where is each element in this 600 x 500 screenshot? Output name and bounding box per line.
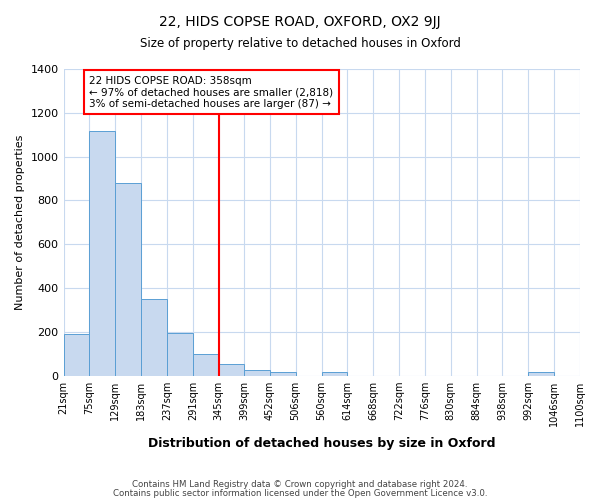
Text: Contains HM Land Registry data © Crown copyright and database right 2024.: Contains HM Land Registry data © Crown c…	[132, 480, 468, 489]
Text: Size of property relative to detached houses in Oxford: Size of property relative to detached ho…	[140, 38, 460, 51]
Text: 22 HIDS COPSE ROAD: 358sqm
← 97% of detached houses are smaller (2,818)
3% of se: 22 HIDS COPSE ROAD: 358sqm ← 97% of deta…	[89, 76, 334, 109]
Bar	[529, 372, 554, 376]
Text: 22, HIDS COPSE ROAD, OXFORD, OX2 9JJ: 22, HIDS COPSE ROAD, OXFORD, OX2 9JJ	[159, 15, 441, 29]
Bar	[89, 132, 115, 376]
Bar	[218, 364, 244, 376]
Y-axis label: Number of detached properties: Number of detached properties	[15, 134, 25, 310]
Bar	[193, 354, 218, 376]
Bar	[270, 372, 296, 376]
Bar	[64, 334, 89, 376]
Text: Contains public sector information licensed under the Open Government Licence v3: Contains public sector information licen…	[113, 488, 487, 498]
Bar	[167, 333, 193, 376]
Bar	[322, 372, 347, 376]
X-axis label: Distribution of detached houses by size in Oxford: Distribution of detached houses by size …	[148, 437, 496, 450]
Bar	[141, 299, 167, 376]
Bar	[244, 370, 270, 376]
Bar	[115, 183, 141, 376]
